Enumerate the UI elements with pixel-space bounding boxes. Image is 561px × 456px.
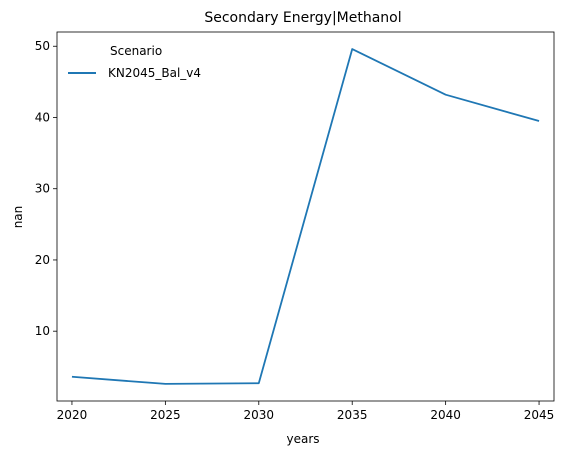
x-tick-label: 2025 [150, 408, 181, 422]
plot-frame [56, 31, 555, 402]
chart-title: Secondary Energy|Methanol [204, 10, 401, 26]
x-tick-label: 2020 [57, 408, 88, 422]
x-tick-label: 2030 [244, 408, 275, 422]
x-tick-label: 2035 [337, 408, 368, 422]
legend-entry-label: KN2045_Bal_v4 [108, 66, 201, 80]
series-line [71, 48, 540, 385]
y-tick-label: 30 [35, 182, 50, 196]
x-tick-label: 2045 [524, 408, 555, 422]
y-tick-label: 50 [35, 39, 50, 53]
y-tick-label: 10 [35, 324, 50, 338]
y-tick-label: 20 [35, 253, 50, 267]
y-axis: 10 20 30 40 50 [35, 39, 57, 338]
x-axis-label: years [286, 432, 319, 446]
x-axis: 2020 2025 2030 2035 2040 2045 [57, 401, 555, 422]
x-tick-label: 2040 [430, 408, 461, 422]
y-tick-label: 40 [35, 110, 50, 124]
legend-title: Scenario [110, 44, 162, 58]
y-axis-label: nan [11, 206, 25, 229]
plot-area [56, 31, 555, 402]
legend: Scenario KN2045_Bal_v4 [68, 44, 201, 80]
